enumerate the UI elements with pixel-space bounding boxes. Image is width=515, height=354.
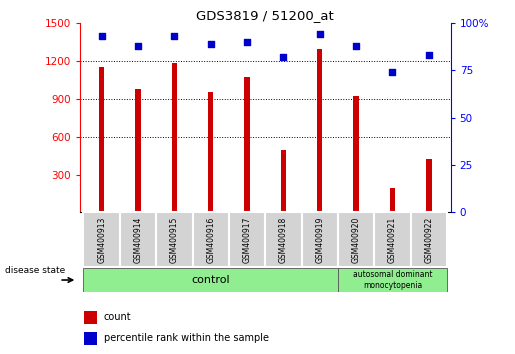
Point [243,39,251,45]
Text: GSM400920: GSM400920 [352,217,360,263]
Bar [83,332,96,345]
Bar [99,67,105,212]
Bar [426,159,432,212]
Text: percentile rank within the sample: percentile rank within the sample [104,333,269,343]
Bar [83,311,96,324]
FancyBboxPatch shape [193,212,229,267]
FancyBboxPatch shape [338,212,374,267]
Point [316,32,324,37]
Text: GSM400922: GSM400922 [424,217,433,263]
FancyBboxPatch shape [265,212,302,267]
Text: disease state: disease state [5,266,65,275]
FancyBboxPatch shape [120,212,156,267]
Text: GSM400915: GSM400915 [170,217,179,263]
Bar [390,188,395,212]
Point [97,33,106,39]
Bar [208,92,213,212]
Point [352,43,360,48]
Point [279,54,287,60]
Bar [281,150,286,212]
FancyBboxPatch shape [83,268,338,292]
Bar [317,49,322,212]
FancyBboxPatch shape [302,212,338,267]
Point [425,52,433,58]
Point [207,41,215,47]
Text: count: count [104,312,131,322]
Title: GDS3819 / 51200_at: GDS3819 / 51200_at [196,9,334,22]
Text: control: control [192,275,230,285]
FancyBboxPatch shape [83,212,120,267]
FancyBboxPatch shape [156,212,193,267]
FancyBboxPatch shape [229,212,265,267]
Text: GSM400919: GSM400919 [315,217,324,263]
Point [134,43,142,48]
Text: GSM400917: GSM400917 [243,217,251,263]
Text: GSM400914: GSM400914 [133,217,143,263]
FancyBboxPatch shape [338,268,447,292]
Point [170,33,179,39]
Text: GSM400916: GSM400916 [206,217,215,263]
Text: GSM400918: GSM400918 [279,217,288,263]
Bar [353,96,359,212]
FancyBboxPatch shape [410,212,447,267]
Bar [171,63,177,212]
Text: autosomal dominant
monocytopenia: autosomal dominant monocytopenia [353,270,432,290]
Text: GSM400913: GSM400913 [97,217,106,263]
Bar [244,77,250,212]
Text: GSM400921: GSM400921 [388,217,397,263]
Point [388,69,397,75]
Bar [135,89,141,212]
FancyBboxPatch shape [374,212,410,267]
